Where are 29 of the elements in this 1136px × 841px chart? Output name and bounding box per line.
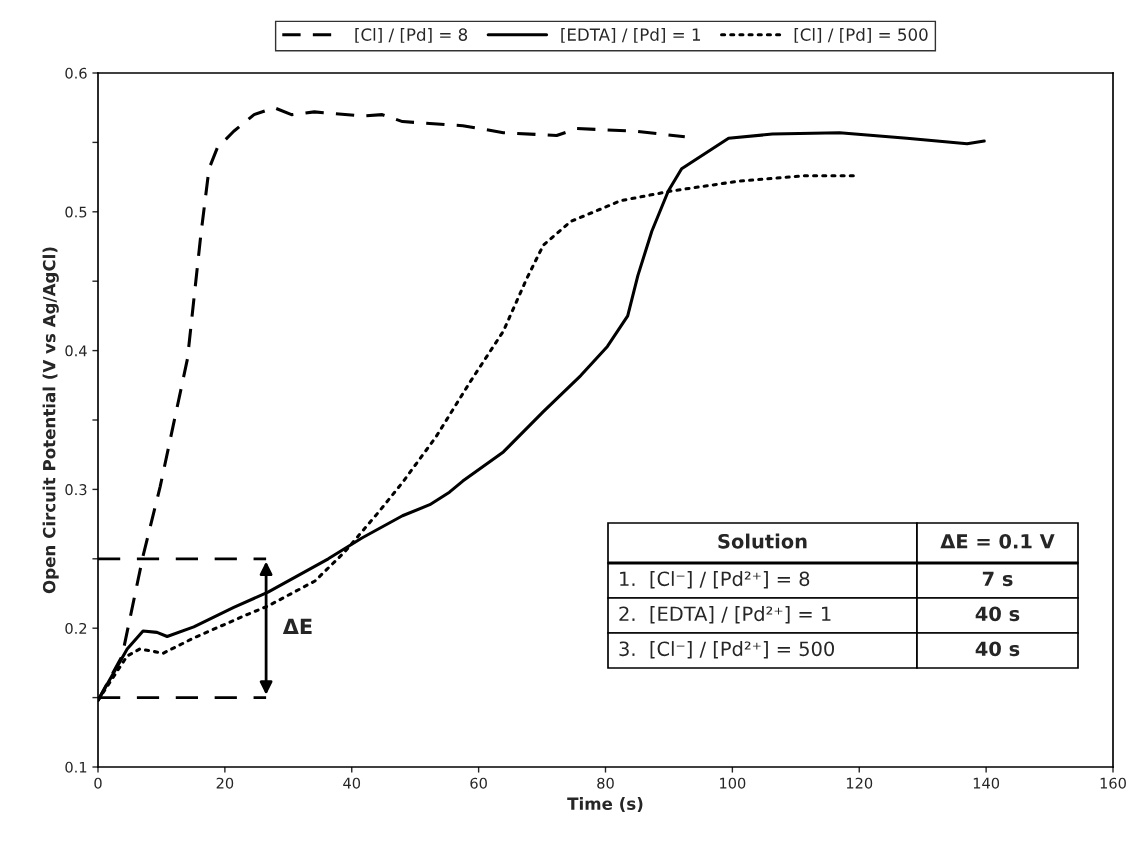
annotation: ΔE [282,618,312,634]
annotation: 40 s [975,606,1020,622]
x-axis-title: Time (s) [567,797,643,812]
x-tick-label: 60 [470,777,487,789]
annotation: 40 s [975,641,1020,657]
y-tick-label: 0.6 [65,67,87,79]
x-tick-label: 120 [846,777,873,789]
x-tick-label: 140 [973,777,1000,789]
annotation: ΔE = 0.1 V [940,533,1055,549]
y-tick-label: 0.5 [65,206,87,218]
x-tick-label: 160 [1100,777,1126,789]
legend-label: [Cl] / [Pd] = 500 [794,27,928,43]
x-tick-label: 40 [343,777,361,789]
annotation: 7 s [982,571,1013,587]
x-tick-label: 80 [597,777,614,789]
x-tick-label: 100 [720,777,746,789]
y-axis-title: Open Circuit Potential (V vs Ag/AgCl) [42,247,59,594]
y-tick-label: 0.3 [65,484,87,496]
legend-label: [Cl] / [Pd] = 8 [355,27,468,43]
y-tick-label: 0.1 [65,761,87,773]
x-tick-label: 20 [216,777,234,789]
legend-label: [EDTA] / [Pd] = 1 [561,27,701,43]
x-tick-label: 0 [94,777,102,789]
annotation: 2. [EDTA] / [Pd²⁺] = 1 [619,606,831,624]
annotation: 1. [Cl⁻] / [Pd²⁺] = 8 [620,571,810,589]
annotation: Solution [718,533,807,549]
annotation: 3. [Cl⁻] / [Pd²⁺] = 500 [619,641,835,659]
y-tick-label: 0.4 [65,345,87,357]
y-tick-label: 0.2 [65,622,87,634]
